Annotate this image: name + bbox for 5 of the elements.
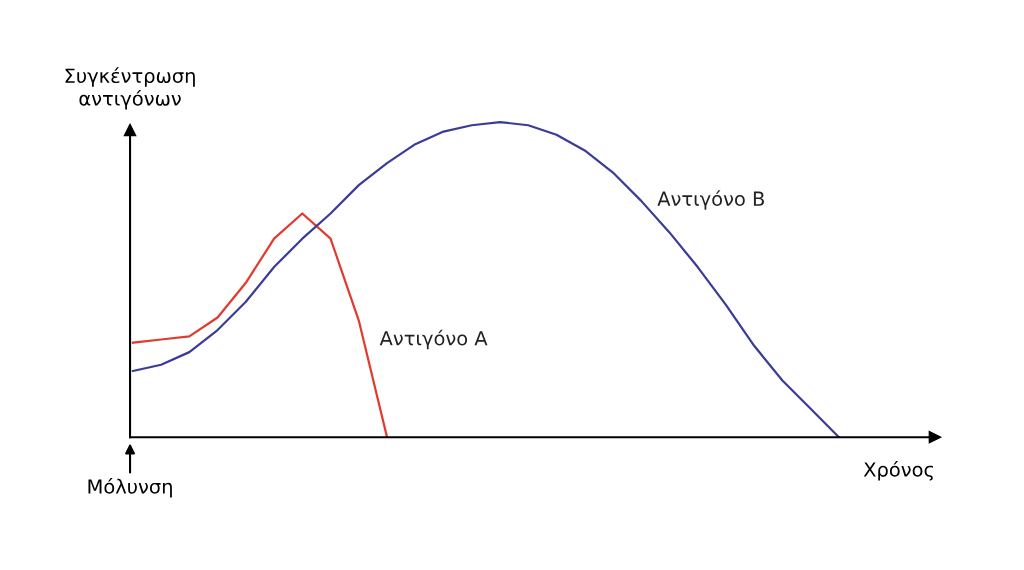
x-axis-title: Χρόνος	[863, 461, 933, 481]
y-axis-title: Συγκέντρωση αντιγόνων	[65, 67, 195, 110]
text: Μόλυνση	[88, 478, 172, 498]
series-label: Αντιγόνο Α	[379, 329, 488, 350]
series-label: Αντιγόνο Β	[657, 190, 764, 210]
